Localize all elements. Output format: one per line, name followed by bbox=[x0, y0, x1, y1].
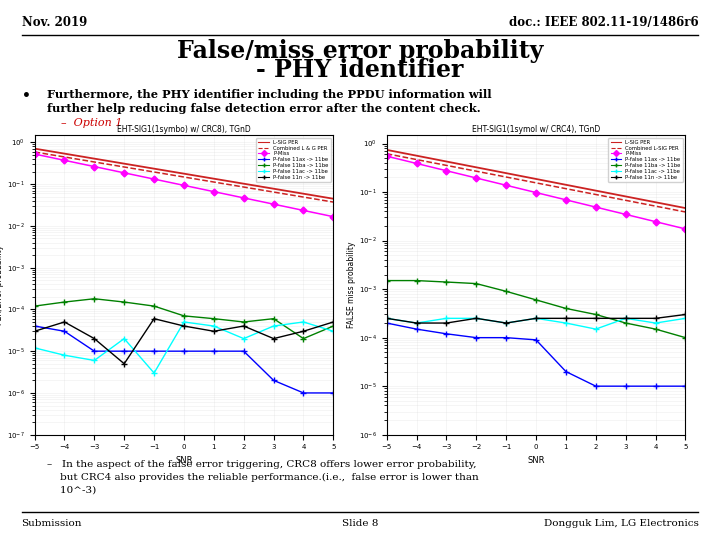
Text: –  Option 1: – Option 1 bbox=[61, 118, 122, 128]
Text: doc.: IEEE 802.11-19/1486r6: doc.: IEEE 802.11-19/1486r6 bbox=[509, 16, 698, 29]
Y-axis label: PER/Error probability: PER/Error probability bbox=[0, 245, 4, 325]
X-axis label: SNR: SNR bbox=[175, 456, 193, 465]
Title: EHT-SIG1(1symol w/ CRC4), TGnD: EHT-SIG1(1symol w/ CRC4), TGnD bbox=[472, 125, 600, 134]
Text: Slide 8: Slide 8 bbox=[342, 519, 378, 528]
Legend: L-SIG PER, Combined L & G PER, P-Miss, P-false 11ax -> 11be, P-false 11ba -> 11b: L-SIG PER, Combined L & G PER, P-Miss, P… bbox=[256, 138, 330, 181]
Text: Furthermore, the PHY identifier including the PPDU information will: Furthermore, the PHY identifier includin… bbox=[47, 89, 492, 99]
Title: EHT-SIG1(1symbo) w/ CRC8), TGnD: EHT-SIG1(1symbo) w/ CRC8), TGnD bbox=[117, 125, 251, 134]
Text: Dongguk Lim, LG Electronics: Dongguk Lim, LG Electronics bbox=[544, 519, 698, 528]
X-axis label: SNR: SNR bbox=[527, 456, 545, 465]
Text: Submission: Submission bbox=[22, 519, 82, 528]
Text: further help reducing false detection error after the content check.: further help reducing false detection er… bbox=[47, 103, 480, 113]
Text: but CRC4 also provides the reliable performance.(i.e.,  false error is lower tha: but CRC4 also provides the reliable perf… bbox=[47, 473, 479, 482]
Text: Nov. 2019: Nov. 2019 bbox=[22, 16, 87, 29]
Text: –   In the aspect of the false error triggering, CRC8 offers lower error probabi: – In the aspect of the false error trigg… bbox=[47, 460, 477, 469]
Legend: L-SIG PER, Combined L-SIG PER, P-Miss, P-false 11ax -> 11be, P-false 11ba -> 11b: L-SIG PER, Combined L-SIG PER, P-Miss, P… bbox=[608, 138, 683, 181]
Y-axis label: FALSE miss probability: FALSE miss probability bbox=[347, 241, 356, 328]
Text: •: • bbox=[22, 89, 30, 103]
Text: - PHY identifier: - PHY identifier bbox=[256, 58, 464, 82]
Text: False/miss error probability: False/miss error probability bbox=[177, 39, 543, 63]
Text: 10^-3): 10^-3) bbox=[47, 486, 96, 495]
